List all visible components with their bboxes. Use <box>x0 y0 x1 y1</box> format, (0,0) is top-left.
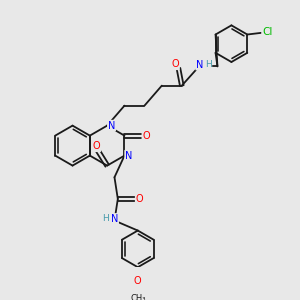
Text: Cl: Cl <box>262 27 272 37</box>
Text: O: O <box>136 194 143 204</box>
Text: O: O <box>142 130 150 141</box>
Text: N: N <box>111 214 118 224</box>
Text: H: H <box>102 214 109 224</box>
Text: N: N <box>196 60 203 70</box>
Text: CH₃: CH₃ <box>130 294 146 300</box>
Text: O: O <box>134 276 142 286</box>
Text: O: O <box>93 141 100 151</box>
Text: O: O <box>171 59 179 69</box>
Text: N: N <box>125 151 133 160</box>
Text: N: N <box>108 121 115 130</box>
Text: H: H <box>205 60 212 69</box>
